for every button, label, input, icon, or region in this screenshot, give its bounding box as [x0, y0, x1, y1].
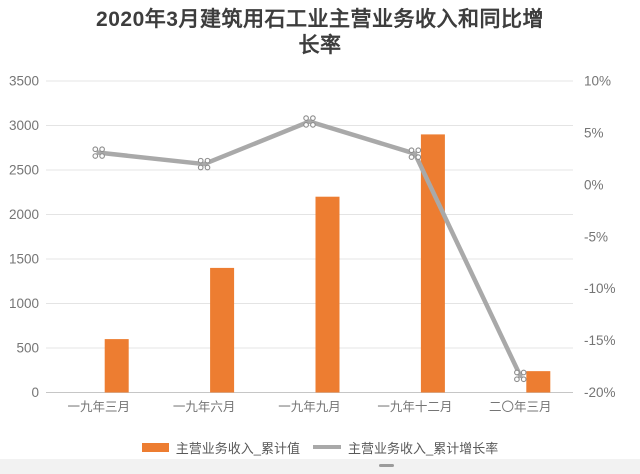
chart-title-line1: 2020年3月建筑用石工业主营业务收入和同比增: [96, 8, 544, 31]
y-axis-tick-label-left: 3000: [9, 118, 39, 133]
y-axis-tick-label-right: -5%: [584, 229, 608, 244]
x-axis-category-label: 一九年十二月: [377, 400, 452, 414]
page-bottom-strip: [0, 459, 640, 474]
growth-line: [96, 119, 523, 379]
growth-line-marker: [92, 146, 99, 153]
y-axis-tick-label-right: 0%: [584, 177, 604, 192]
growth-line-marker: [204, 157, 211, 164]
chart-legend: 主营业务收入_累计值 主营业务收入_累计增长率: [0, 439, 640, 456]
growth-line-marker: [204, 164, 211, 171]
growth-line-marker: [520, 369, 527, 376]
revenue-bar: [210, 267, 235, 393]
y-axis-tick-label-left: 1500: [9, 252, 39, 267]
y-axis-tick-label-left: 1000: [9, 296, 39, 311]
legend-line-swatch: [313, 445, 341, 449]
y-axis-tick-label-right: -10%: [584, 281, 616, 296]
growth-line-marker: [408, 147, 415, 154]
legend-bar-swatch: [141, 442, 169, 452]
growth-line-marker: [303, 122, 309, 128]
y-axis-tick-label-right: -20%: [584, 385, 616, 400]
chart-title-line2: 长率: [298, 34, 342, 57]
growth-line-marker: [514, 369, 520, 376]
x-axis-category-label: 一九年九月: [278, 400, 341, 414]
growth-line-marker: [99, 153, 105, 159]
legend-label-revenue: 主营业务收入_累计值: [175, 440, 300, 456]
growth-line-marker: [197, 157, 204, 164]
chart-canvas: 3500 3000 2500 2000 1500 1000 500 0 10% 5% 0% -5% -1…: [9, 74, 616, 415]
y-axis-tick-label-left: 2000: [9, 207, 39, 222]
x-axis-category-label: 一九年六月: [173, 400, 236, 414]
growth-line-marker: [514, 376, 520, 383]
growth-line-marker: [310, 122, 316, 128]
growth-line-marker: [303, 115, 309, 121]
y-axis-tick-label-left: 2500: [9, 163, 39, 178]
growth-line-marker: [99, 146, 105, 153]
growth-line-marker: [415, 154, 422, 160]
growth-line-marker: [408, 154, 415, 160]
growth-line-marker: [310, 115, 316, 121]
y-axis-tick-label-left: 0: [31, 385, 39, 400]
revenue-bar: [315, 196, 340, 393]
x-axis-category-label: 二〇年三月: [489, 400, 552, 414]
x-axis-category-label: 一九年三月: [67, 400, 130, 414]
growth-line-marker: [197, 164, 204, 171]
growth-line-marker: [92, 153, 99, 159]
y-axis-tick-label-left: 500: [16, 341, 39, 356]
growth-line-marker: [415, 147, 422, 154]
y-axis-tick-label-left: 3500: [9, 74, 39, 89]
chart-title: 2020年3月建筑用石工业主营业务收入和同比增 长率: [0, 7, 640, 59]
revenue-bar: [526, 371, 551, 393]
growth-line-marker: [520, 376, 527, 383]
y-axis-tick-label-right: 5%: [584, 125, 604, 140]
scrollbar-thumb[interactable]: [379, 464, 394, 467]
y-axis-tick-label-right: -15%: [584, 333, 616, 348]
legend-label-growth: 主营业务收入_累计增长率: [348, 440, 499, 456]
y-axis-tick-label-right: 10%: [584, 74, 611, 89]
revenue-bar: [104, 339, 129, 393]
